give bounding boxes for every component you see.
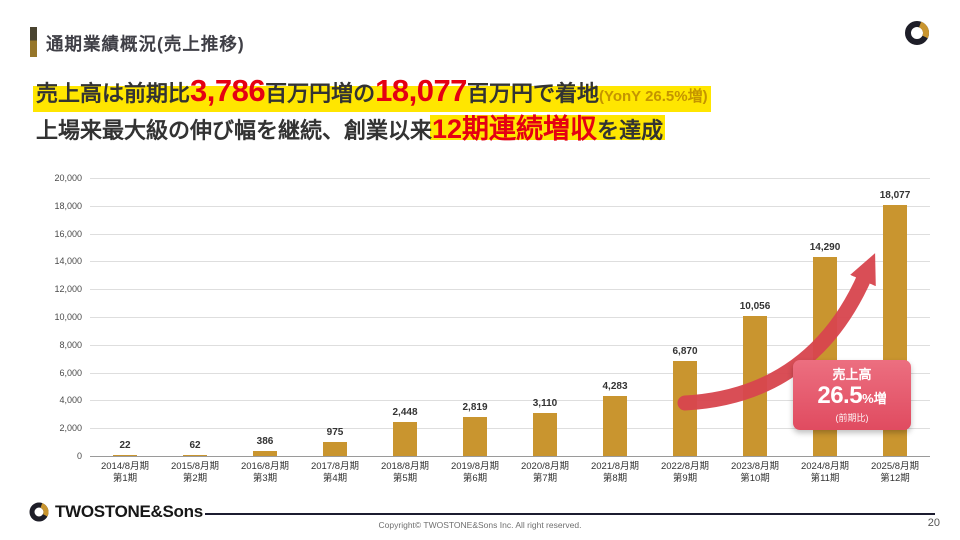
headline-highlight-group: 12期連続増収を達成 (430, 114, 666, 144)
badge-value: 26.5 (817, 382, 863, 409)
headline-text: を達成 (597, 118, 664, 143)
badge-title: 売上高 (832, 367, 872, 382)
y-tick-label: 20,000 (54, 173, 82, 183)
bar-value-label: 10,056 (739, 301, 771, 313)
copyright-text: Copyright© TWOSTONE&Sons Inc. All right … (378, 520, 582, 530)
bar-value-label: 6,870 (672, 345, 698, 357)
y-tick-label: 2,000 (59, 423, 82, 434)
headline-streak: 12期連続増収 (432, 114, 598, 144)
bar-第9期 (673, 360, 697, 456)
bar-value-label: 4,283 (602, 381, 628, 393)
bar-value-label: 2,819 (462, 401, 488, 413)
y-tick-label: 12,000 (54, 284, 82, 295)
bar-value-label: 386 (256, 435, 274, 447)
x-tick-label: 2022/8月期 第9期 (660, 461, 710, 484)
badge-note: (前期比) (835, 413, 869, 423)
bar-value-label: 3,110 (532, 397, 558, 409)
y-tick-label: 10,000 (54, 312, 82, 322)
bar-第7期 (533, 412, 557, 456)
y-tick-label: 6,000 (59, 367, 82, 378)
footer-divider (205, 513, 935, 515)
x-tick-label: 2014/8月期 第1期 (100, 461, 150, 484)
bar-第10期 (743, 316, 767, 456)
x-axis-line (90, 456, 930, 457)
bar-第3期 (253, 450, 277, 456)
x-tick-label: 2020/8月期 第7期 (520, 461, 570, 484)
footer-logo: TWOSTONE&Sons (28, 501, 203, 523)
company-logo-icon (903, 19, 931, 47)
gridline (90, 205, 930, 207)
bar-value-label: 22 (119, 440, 131, 451)
yellow-highlight-band (33, 86, 711, 112)
x-tick-label: 2025/8月期 第12期 (870, 461, 920, 484)
bar-第1期 (113, 455, 137, 456)
headline-text: 百万円で着地 (466, 81, 599, 106)
y-tick-label: 8,000 (59, 339, 82, 350)
headline-line2: 上場来最大級の伸び幅を継続、創業以来 12期連続増収を達成 (36, 112, 666, 151)
gridline (90, 428, 930, 430)
bar-第6期 (463, 416, 487, 456)
gridline (90, 317, 930, 318)
page-title: 通期業績概況(売上推移) (46, 34, 245, 54)
x-tick-label: 2023/8月期 第10期 (730, 461, 780, 484)
y-axis: 0 2,000 4,000 6,000 8,000 10,000 12,000 14,000 1… (30, 166, 82, 488)
y-tick-label: 18,000 (54, 200, 82, 211)
headline-number-increase: 3,786 (190, 73, 266, 108)
x-tick-label: 2024/8月期 第11期 (800, 461, 850, 484)
gridline (90, 344, 930, 346)
footer-logo-text: TWOSTONE&Sons (55, 502, 203, 521)
y-tick-label: 16,000 (54, 228, 82, 239)
headline-text: 上場来最大級の伸び幅を継続、創業以来 (36, 118, 433, 143)
x-tick-label: 2015/8月期 第2期 (170, 461, 220, 484)
y-tick-label: 4,000 (59, 395, 82, 406)
x-tick-label: 2018/8月期 第5期 (380, 461, 430, 484)
x-axis: 2014/8月期 第1期 2015/8月期 第2期 2016/8月期 第3期 2017/8月… (90, 461, 930, 487)
bar-value-label: 62 (189, 440, 201, 451)
growth-badge: 売上高 26.5%増 (前期比) (793, 360, 911, 430)
y-tick-label: 14,000 (54, 256, 82, 267)
headline-number-total: 18,077 (375, 73, 467, 108)
bar-第5期 (393, 421, 417, 456)
yellow-highlight-band (430, 115, 666, 140)
headline-text: 売上高は前期比 (36, 81, 191, 106)
gridline (90, 289, 930, 291)
badge-unit: %増 (862, 391, 887, 406)
x-tick-label: 2019/8月期 第6期 (450, 461, 500, 484)
x-tick-label: 2016/8月期 第3期 (240, 461, 290, 484)
bar-第8期 (603, 396, 627, 456)
bar-value-label: 975 (326, 427, 344, 439)
y-tick-label: 0 (76, 451, 82, 461)
headline-text: 百万円増の (265, 81, 376, 106)
headline-yony: (YonY 26.5%増) (598, 88, 708, 105)
bar-第4期 (323, 442, 347, 456)
bar-第2期 (183, 455, 207, 456)
gridline (90, 233, 930, 235)
footer-logo-icon (29, 502, 49, 522)
x-tick-label: 2021/8月期 第8期 (590, 461, 640, 484)
bar-value-label: 18,077 (879, 189, 911, 201)
gridline (90, 400, 930, 402)
revenue-bar-chart: 0 2,000 4,000 6,000 8,000 10,000 12,000 14,000 1… (30, 166, 935, 488)
title-accent-bar (30, 27, 37, 57)
headline-line1: 売上高は前期比3,786百万円増の18,077百万円で着地(YonY 26.5%… (33, 72, 711, 116)
x-tick-label: 2017/8月期 第4期 (310, 461, 360, 484)
gridline (90, 261, 930, 263)
badge-value-row: 26.5%増 (793, 383, 911, 412)
bar-value-label: 14,290 (809, 242, 841, 254)
gridline (90, 372, 930, 374)
page-number: 20 (927, 517, 940, 529)
bar-value-label: 2,448 (392, 406, 418, 418)
gridline (90, 178, 930, 179)
